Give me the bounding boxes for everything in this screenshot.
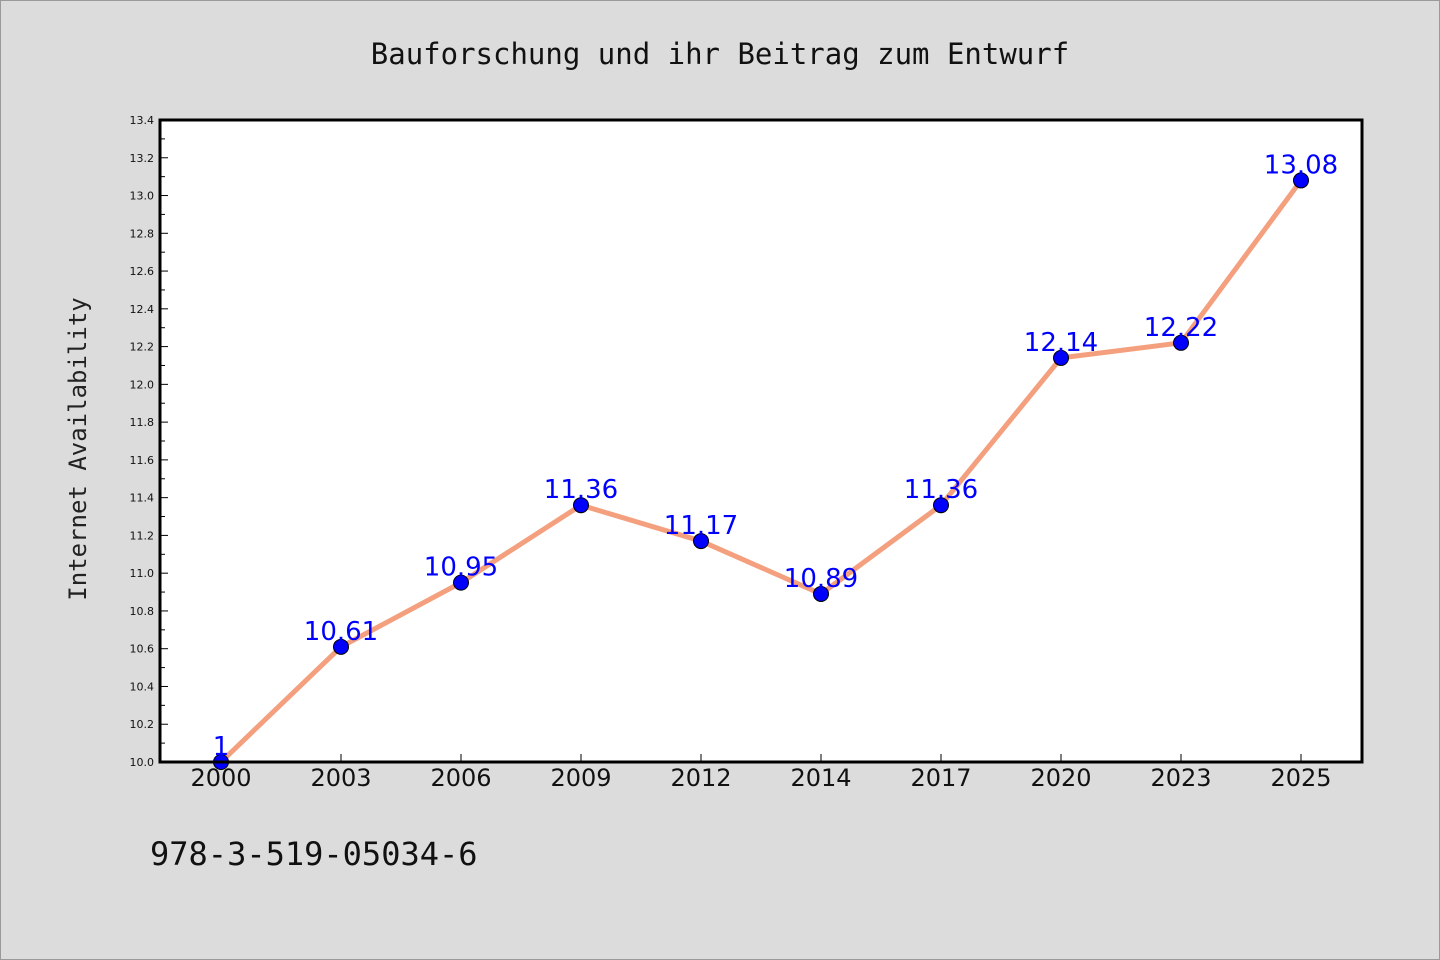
data-label: 10.89 (784, 564, 858, 594)
data-label: 11.36 (904, 475, 978, 505)
x-tick-label: 2009 (550, 764, 611, 792)
data-point-marker (1293, 172, 1309, 189)
data-point-marker (813, 585, 829, 602)
plot-area (160, 120, 1362, 762)
data-label: 10.61 (304, 617, 378, 647)
data-point-marker (933, 497, 949, 514)
y-tick-label: 11.2 (130, 529, 155, 542)
data-label: 12.14 (1024, 328, 1098, 358)
x-tick-label: 2014 (790, 764, 851, 792)
chart-title: Bauforschung und ihr Beitrag zum Entwurf (371, 37, 1069, 71)
data-point-marker (1053, 349, 1069, 366)
isbn-footer: 978-3-519-05034-6 (150, 835, 478, 873)
data-label: 10.95 (424, 553, 498, 583)
axis-ticks: 10.0 10.2 10.4 10.6 10.8 11.0 11.2 11.4 11.6 11.8… (130, 114, 1332, 792)
y-tick-label: 10.2 (130, 718, 155, 731)
data-label: 11.17 (664, 511, 738, 541)
plot-frame (158, 118, 1364, 764)
data-labels: 1 10.61 10.95 11.36 11.17 10.89 11.36 12.14 12.2… (213, 150, 1338, 762)
x-tick-label: 2003 (310, 764, 371, 792)
data-point-marker (1173, 334, 1189, 351)
series-line-path (218, 177, 1304, 765)
data-point-marker (333, 638, 349, 655)
y-tick-label: 10.8 (130, 605, 155, 618)
data-label: 13.08 (1264, 150, 1338, 180)
y-tick-label: 12.4 (130, 303, 155, 316)
y-tick-label: 13.4 (130, 114, 155, 127)
y-tick-label: 11.8 (130, 416, 155, 429)
y-tick-label: 13.2 (130, 152, 155, 165)
y-tick-label: 11.6 (130, 454, 155, 467)
x-tick-label: 2017 (910, 764, 971, 792)
series-line (218, 177, 1304, 765)
y-tick-label: 10.4 (130, 680, 155, 693)
x-tick-label: 2025 (1270, 764, 1331, 792)
x-tick-label: 2023 (1150, 764, 1211, 792)
x-tick-label: 2020 (1030, 764, 1091, 792)
y-tick-label: 10.0 (130, 756, 155, 769)
y-tick-label: 12.2 (130, 341, 155, 354)
data-point-marker (693, 533, 709, 550)
y-tick-label: 12.8 (130, 227, 155, 240)
y-tick-label: 10.6 (130, 643, 155, 656)
y-tick-label: 11.4 (130, 492, 155, 505)
y-tick-label: 13.0 (130, 190, 155, 203)
y-tick-label: 11.0 (130, 567, 155, 580)
y-axis-label: Internet Availability (64, 297, 92, 600)
x-tick-label: 2012 (670, 764, 731, 792)
data-point-marker (573, 497, 589, 514)
y-tick-label: 12.6 (130, 265, 155, 278)
y-tick-label: 12.0 (130, 378, 155, 391)
data-label: 1 (213, 732, 230, 762)
data-label: 11.36 (544, 475, 618, 505)
data-point-marker (453, 574, 469, 591)
x-tick-label: 2006 (430, 764, 491, 792)
data-label: 12.22 (1144, 313, 1218, 343)
series-markers (213, 172, 1309, 770)
